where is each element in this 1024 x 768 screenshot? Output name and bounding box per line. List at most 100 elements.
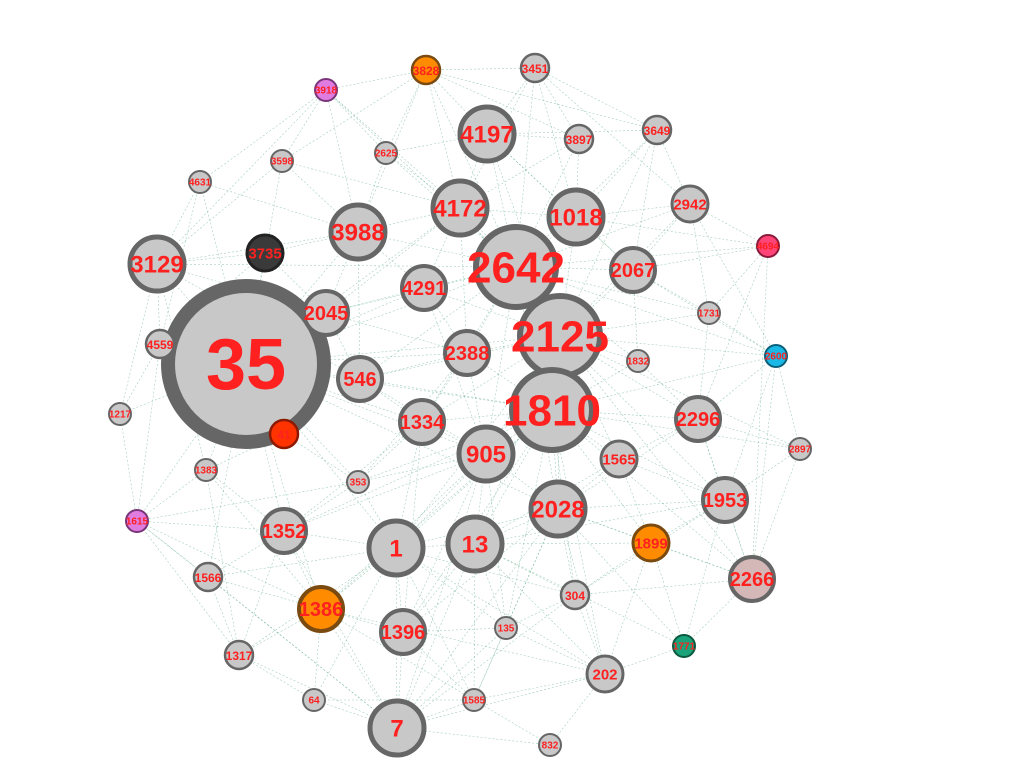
node-label-546: 546 <box>343 369 376 391</box>
graph-node-546[interactable]: 546 <box>336 355 384 403</box>
graph-node-1585[interactable]: 1585 <box>462 688 486 712</box>
graph-node-1396[interactable]: 1396 <box>379 608 427 656</box>
graph-node-2296[interactable]: 2296 <box>674 395 722 443</box>
graph-node-2045[interactable]: 2045 <box>302 289 350 337</box>
graph-edge-1615-353 <box>136 481 359 522</box>
graph-edge-905-13 <box>474 453 487 545</box>
graph-node-4694[interactable]: 4694 <box>756 234 780 258</box>
graph-node-4172[interactable]: 4172 <box>430 178 490 238</box>
graph-node-1386[interactable]: 1386 <box>297 585 345 633</box>
graph-node-1615[interactable]: 1615 <box>125 509 149 533</box>
graph-node-1953[interactable]: 1953 <box>701 476 749 524</box>
node-circle-1565 <box>599 439 639 479</box>
graph-edge-2642-905 <box>485 266 517 455</box>
graph-edge-4197-3897 <box>486 133 580 140</box>
graph-node-3897[interactable]: 3897 <box>563 123 595 155</box>
graph-node-2028[interactable]: 2028 <box>528 479 588 539</box>
graph-node-2942[interactable]: 2942 <box>670 184 710 224</box>
graph-node-7[interactable]: 7 <box>367 698 427 758</box>
graph-edge-1810-1352 <box>283 409 553 532</box>
graph-edge-1-202 <box>395 547 606 675</box>
node-label-2897: 2897 <box>789 445 812 456</box>
graph-node-4559[interactable]: 4559 <box>144 328 176 360</box>
graph-edge-3129-4631 <box>156 181 201 265</box>
graph-edge-35-1386 <box>245 363 322 610</box>
node-circle-4197 <box>457 104 517 164</box>
graph-node-2125[interactable]: 2125 <box>511 293 609 379</box>
node-circle-1615 <box>125 509 149 533</box>
graph-node-1566[interactable]: 1566 <box>192 561 224 593</box>
graph-node-1731[interactable]: 1731 <box>697 301 721 325</box>
graph-node-1334[interactable]: 1334 <box>398 398 446 446</box>
graph-node-13[interactable]: 13 <box>445 514 505 574</box>
graph-node-1565[interactable]: 1565 <box>599 439 639 479</box>
node-circle-2028 <box>528 479 588 539</box>
graph-edge-13-1396 <box>402 543 476 633</box>
graph-node-3828[interactable]: 3828 <box>410 54 442 86</box>
graph-node-1383[interactable]: 1383 <box>194 458 218 482</box>
graph-node-3129[interactable]: 3129 <box>127 234 187 294</box>
graph-edge-2067-1731 <box>632 269 710 314</box>
graph-node-1771[interactable]: 1771 <box>672 634 696 658</box>
graph-node-3918[interactable]: 3918 <box>314 78 338 102</box>
graph-node-4197[interactable]: 4197 <box>457 104 517 164</box>
graph-edge-7-1352 <box>283 530 398 729</box>
graph-node-2625[interactable]: 2625 <box>374 141 398 165</box>
graph-edge-2642-3988 <box>357 231 517 268</box>
graph-edge-2125-1 <box>395 335 561 549</box>
graph-node-3451[interactable]: 3451 <box>519 52 551 84</box>
graph-node-353[interactable]: 353 <box>346 470 370 494</box>
graph-edge-4197-2067 <box>486 133 634 271</box>
graph-node-1352[interactable]: 1352 <box>260 507 308 555</box>
node-label-4197: 4197 <box>460 122 513 149</box>
node-label-3649: 3649 <box>644 124 671 138</box>
graph-edge-35-905 <box>245 363 487 455</box>
graph-node-35[interactable]: 35 <box>161 279 331 449</box>
node-circle-1334 <box>398 398 446 446</box>
graph-node-1[interactable]: 1 <box>366 518 426 578</box>
graph-node-2067[interactable]: 2067 <box>609 246 657 294</box>
graph-node-3598[interactable]: 3598 <box>270 149 294 173</box>
graph-edge-1953-1771 <box>683 499 726 647</box>
node-label-41: 41 <box>277 428 291 442</box>
graph-node-41[interactable]: 41 <box>268 418 300 450</box>
graph-node-1018[interactable]: 1018 <box>546 187 606 247</box>
graph-edge-7-202 <box>396 673 606 729</box>
graph-edge-1953-2897 <box>724 448 801 501</box>
node-circle-1566 <box>192 561 224 593</box>
graph-node-4631[interactable]: 4631 <box>188 170 212 194</box>
node-label-1383: 1383 <box>195 466 218 477</box>
graph-edge-35-1334 <box>245 363 423 423</box>
graph-node-3649[interactable]: 3649 <box>641 114 673 146</box>
graph-node-2897[interactable]: 2897 <box>788 437 812 461</box>
graph-node-2266[interactable]: 2266 <box>728 555 776 603</box>
graph-edge-1731-2600 <box>708 312 777 357</box>
node-label-13: 13 <box>462 532 489 559</box>
graph-node-3735[interactable]: 3735 <box>245 233 285 273</box>
graph-edge-1352-1566 <box>207 530 285 578</box>
graph-edge-905-7 <box>396 453 487 729</box>
graph-node-304[interactable]: 304 <box>559 579 591 611</box>
graph-node-1832[interactable]: 1832 <box>626 349 650 373</box>
graph-node-64[interactable]: 64 <box>302 688 326 712</box>
graph-node-4291[interactable]: 4291 <box>400 264 448 312</box>
node-label-2067: 2067 <box>611 260 656 282</box>
node-circle-1317 <box>223 639 255 671</box>
graph-node-1217[interactable]: 1217 <box>108 402 132 426</box>
graph-node-202[interactable]: 202 <box>585 654 625 694</box>
node-circle-1396 <box>379 608 427 656</box>
graph-node-3988[interactable]: 3988 <box>328 202 388 262</box>
graph-node-135[interactable]: 135 <box>494 616 518 640</box>
graph-node-1899[interactable]: 1899 <box>631 523 671 563</box>
graph-edge-1386-1615 <box>136 520 322 610</box>
graph-node-2388[interactable]: 2388 <box>443 329 491 377</box>
graph-node-832[interactable]: 832 <box>538 733 562 757</box>
graph-node-1317[interactable]: 1317 <box>223 639 255 671</box>
node-circle-1810 <box>509 367 595 453</box>
graph-node-2600[interactable]: 2600 <box>764 344 788 368</box>
graph-edge-2642-2600 <box>515 266 777 357</box>
graph-node-1810[interactable]: 1810 <box>503 367 601 453</box>
graph-node-2642[interactable]: 2642 <box>467 224 565 310</box>
node-label-1953: 1953 <box>703 490 748 512</box>
graph-node-905[interactable]: 905 <box>456 424 516 484</box>
